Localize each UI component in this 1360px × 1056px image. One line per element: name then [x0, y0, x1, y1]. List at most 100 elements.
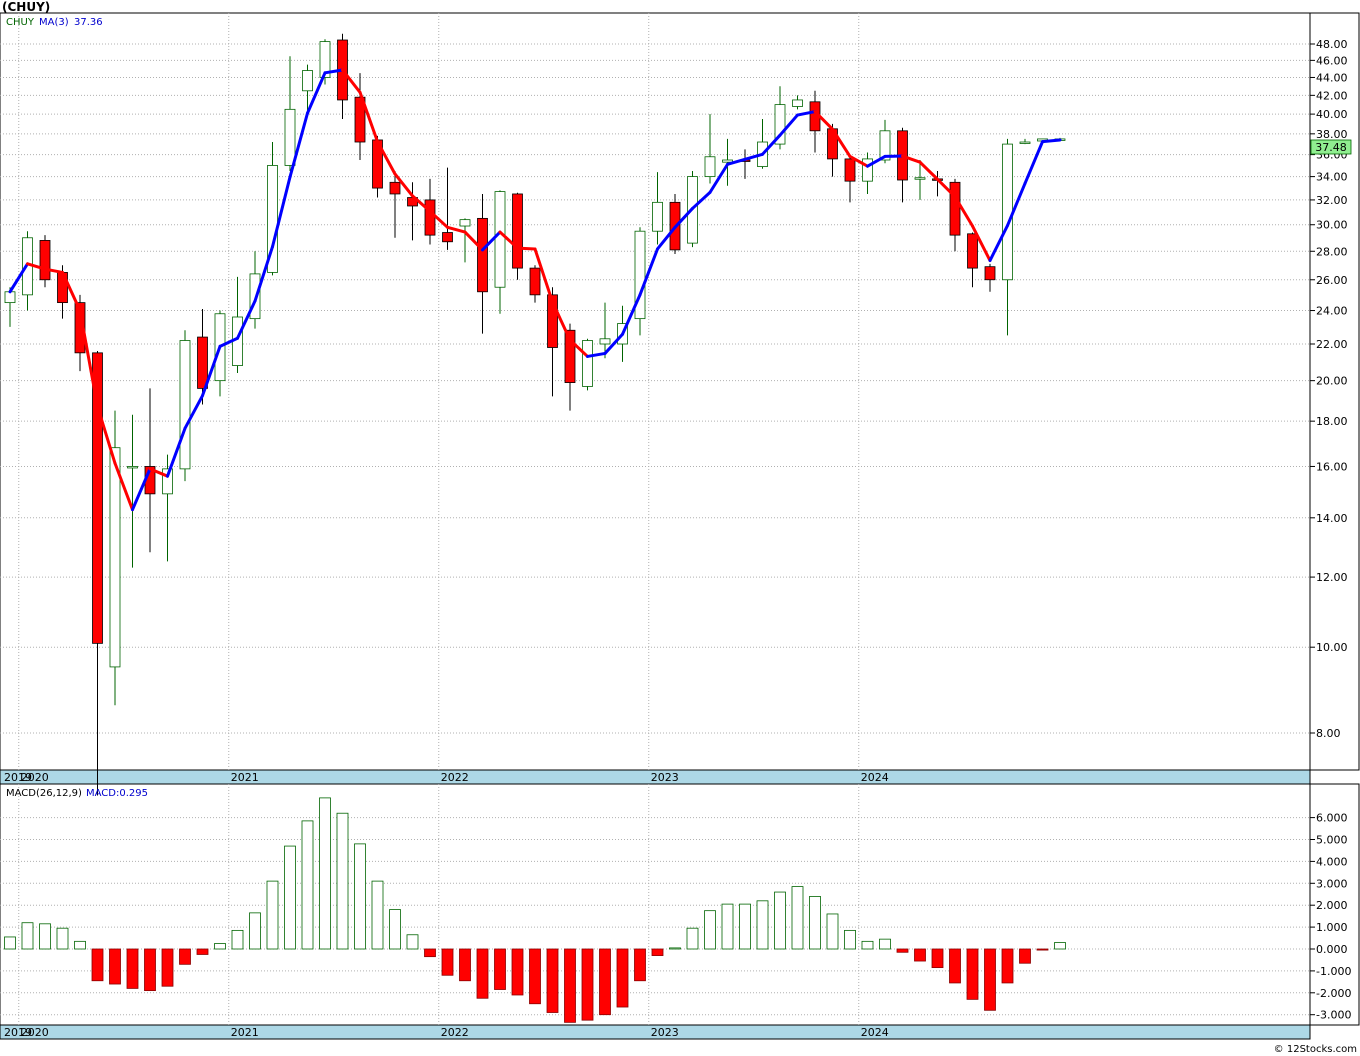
macd-bar: [74, 940, 86, 950]
macd-tick-label: 5.000: [1316, 834, 1348, 847]
macd-bar: [301, 820, 314, 950]
ma-segment: [971, 224, 992, 263]
macd-bar: [984, 948, 996, 1011]
price-tick-label: 8.00: [1316, 727, 1341, 740]
price-tick-label: 16.00: [1316, 460, 1348, 473]
macd-tick-label: 3.000: [1316, 877, 1348, 890]
price-panel: [0, 12, 1311, 771]
legend-symbol: CHUY: [6, 17, 35, 28]
macd-bar: [1054, 942, 1066, 950]
macd-bar: [266, 880, 279, 950]
price-tick-label: 42.00: [1316, 89, 1348, 102]
ma-segment: [393, 172, 414, 198]
price-year-label: 2021: [231, 771, 259, 784]
macd-bar: [494, 948, 506, 990]
ma-segment: [376, 140, 397, 176]
price-tick-label: 32.00: [1316, 194, 1348, 207]
ma-segment: [953, 195, 974, 228]
ma-segment: [568, 338, 589, 358]
candle-body: [564, 329, 576, 383]
ma-segment: [988, 224, 1009, 263]
price-tick-label: 20.00: [1316, 375, 1348, 388]
price-year-label: 2020: [21, 771, 49, 784]
candle-body: [879, 130, 891, 161]
price-tick-label: 18.00: [1316, 415, 1348, 428]
macd-bar: [564, 948, 576, 1023]
candle-body: [197, 336, 208, 389]
price-tick-label: 34.00: [1316, 171, 1348, 184]
candle-body: [1002, 143, 1013, 281]
ma-segment: [866, 154, 887, 168]
macd-bar: [634, 948, 646, 982]
candle-body: [389, 181, 401, 195]
macd-axis-panel: [1309, 783, 1360, 1026]
ma-segment: [726, 157, 747, 166]
ma-segment: [586, 351, 607, 358]
legend-ma-value: 37.36: [74, 17, 103, 28]
price-tick-label: 46.00: [1316, 54, 1348, 67]
macd-histogram: [4, 797, 1066, 1023]
macd-bar: [56, 927, 69, 950]
macd-bar: [389, 909, 401, 950]
ma-segment: [61, 270, 82, 313]
macd-bar: [371, 880, 384, 950]
price-tick-label: 44.00: [1316, 71, 1348, 84]
price-axis-panel: [1309, 12, 1360, 771]
macd-bar: [196, 948, 209, 955]
macd-y-axis: -3.000 -2.000 -1.000 0.000 1.000 2.000 3.000 4.…: [1310, 812, 1351, 1022]
ma-segment: [708, 162, 729, 194]
macd-tick-label: 2.000: [1316, 899, 1348, 912]
macd-bar: [126, 948, 139, 989]
macd-tick-label: -3.000: [1316, 1009, 1351, 1022]
ma-segment: [271, 175, 292, 249]
ma-segment: [1023, 140, 1044, 185]
candle-body: [319, 41, 331, 78]
ma-segment: [831, 127, 852, 158]
ma-segment: [498, 230, 519, 250]
macd-tick-label: 4.000: [1316, 855, 1348, 868]
macd-tick-label: 0.000: [1316, 943, 1348, 956]
ma-segment: [813, 110, 834, 131]
macd-bar: [179, 948, 191, 965]
macd-legend-name: MACD(26,12,9): [6, 788, 82, 799]
price-tick-label: 40.00: [1316, 108, 1348, 121]
candle-body: [477, 217, 488, 293]
candle-body: [284, 108, 296, 166]
ma-segment: [341, 68, 362, 94]
ma-segment: [621, 293, 642, 336]
price-tick-label: 38.00: [1316, 128, 1348, 141]
ma-segment: [778, 113, 799, 137]
candle-body: [302, 70, 313, 92]
macd-year-label: 2024: [861, 1026, 889, 1039]
ma-segment: [516, 246, 537, 251]
candle-body: [512, 193, 523, 269]
candle-body: [862, 158, 873, 182]
price-year-label: 2019: [4, 771, 32, 784]
macd-bar: [949, 948, 961, 984]
macd-bar: [879, 938, 891, 950]
ma-segment: [603, 332, 624, 355]
candle-body: [424, 199, 436, 236]
macd-year-label: 2023: [651, 1026, 679, 1039]
ma-segment: [306, 71, 327, 115]
candlestick-series: [4, 33, 1066, 796]
macd-bar: [21, 922, 34, 950]
ma-segment: [796, 110, 817, 117]
macd-bar: [511, 948, 524, 996]
macd-bar: [599, 948, 611, 1016]
macd-tick-label: -2.000: [1316, 987, 1351, 1000]
price-year-label: 2022: [441, 771, 469, 784]
macd-bar: [704, 910, 716, 950]
candle-body: [4, 291, 16, 304]
candle-body: [652, 201, 663, 232]
candle-body: [914, 177, 926, 180]
candle-body: [547, 294, 558, 348]
candle-body: [354, 96, 366, 143]
price-tick-label: 12.00: [1316, 571, 1348, 584]
macd-bar: [1001, 948, 1014, 984]
ma-segment: [901, 154, 922, 164]
macd-bar: [231, 929, 244, 950]
macd-bar: [214, 943, 226, 950]
